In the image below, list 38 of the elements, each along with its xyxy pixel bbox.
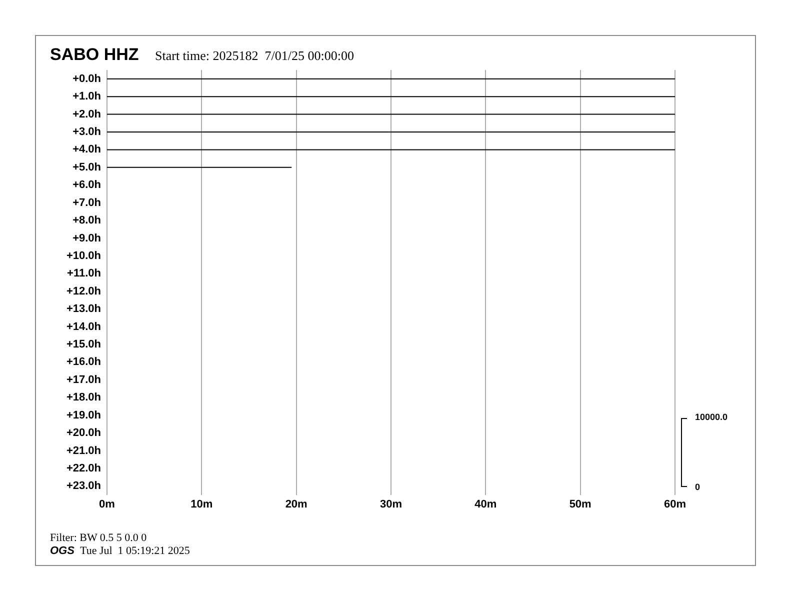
x-tick-label: 40m: [474, 498, 497, 511]
chart-title: SABO HHZ: [50, 45, 139, 65]
y-tick-label: +15.0h: [66, 338, 102, 351]
y-tick-label: +12.0h: [66, 285, 102, 298]
y-tick-label: +23.0h: [66, 480, 102, 492]
y-tick-label: +0.0h: [72, 72, 102, 85]
x-tick-label: 20m: [285, 498, 308, 511]
y-tick-label: +9.0h: [72, 232, 102, 244]
y-tick-label: +20.0h: [66, 427, 102, 440]
y-tick-label: +3.0h: [72, 126, 102, 138]
y-tick-label: +7.0h: [72, 196, 102, 209]
y-tick-label: +18.0h: [66, 392, 102, 404]
y-tick-label: +4.0h: [72, 144, 102, 156]
y-tick-label: +19.0h: [66, 409, 102, 422]
y-tick-label: +13.0h: [66, 303, 102, 316]
x-tick-label: 0m: [99, 498, 116, 511]
y-tick-label: +1.0h: [72, 90, 102, 103]
x-tick-label: 50m: [569, 498, 592, 511]
x-tick-label: 30m: [380, 498, 402, 511]
y-tick-label: +21.0h: [66, 444, 102, 457]
y-tick-label: +14.0h: [66, 320, 102, 333]
text: 10000.0: [695, 412, 728, 422]
text: OGS: [50, 545, 74, 557]
text: Tue Jul 1 05:19:21 2025: [80, 545, 190, 557]
y-tick-label: +10.0h: [66, 250, 102, 262]
y-tick-label: +17.0h: [66, 374, 102, 386]
y-tick-label: +2.0h: [72, 108, 102, 120]
text: 0: [695, 482, 700, 492]
y-tick-label: +8.0h: [72, 214, 102, 227]
y-tick-label: +16.0h: [66, 356, 102, 368]
y-tick-label: +11.0h: [67, 268, 102, 280]
y-tick-label: +22.0h: [66, 462, 102, 474]
chart-subtitle: Start time: 2025182 7/01/25 00:00:00: [155, 48, 354, 64]
y-tick-label: +6.0h: [72, 179, 102, 192]
x-tick-label: 60m: [664, 498, 686, 511]
y-tick-label: +5.0h: [72, 161, 102, 174]
text: Filter: BW 0.5 5 0.0 0: [50, 532, 147, 544]
x-tick-label: 10m: [190, 498, 213, 511]
